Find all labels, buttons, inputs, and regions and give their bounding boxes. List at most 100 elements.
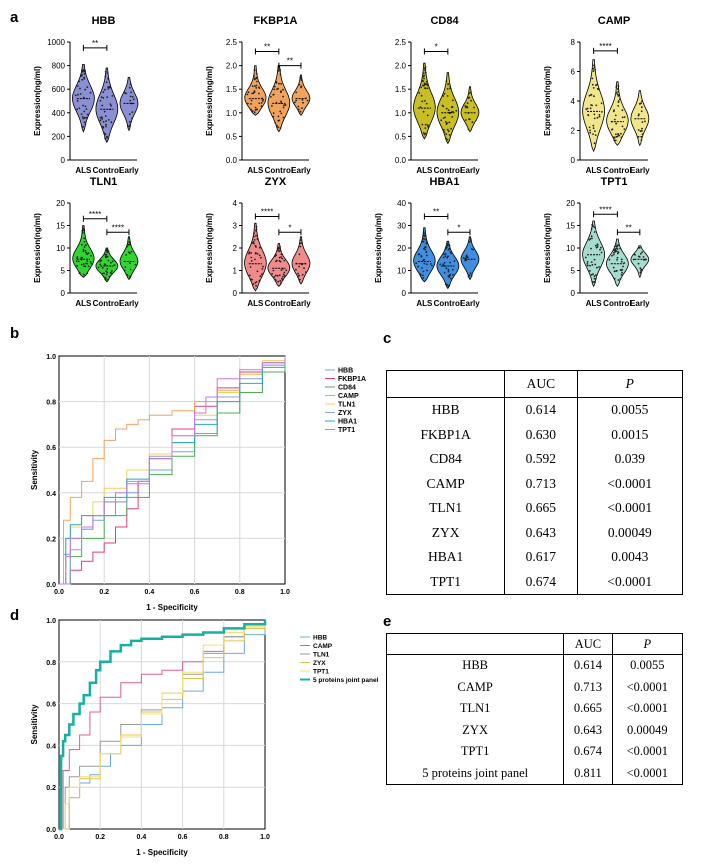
table-row: TPT1 0.674 <0.0001 [387, 741, 683, 763]
y-axis-label: Sensitivity [30, 704, 39, 745]
data-point [82, 248, 85, 251]
data-point [278, 119, 281, 122]
y-tick-label: 1000 [47, 38, 65, 47]
table-cell-name: TPT1 [460, 744, 490, 759]
table-row: CAMP 0.713 <0.0001 [387, 471, 683, 496]
data-point [450, 252, 453, 255]
roc-chart-roc_d: 0.0 0.2 0.4 0.6 0.8 1.0 0.0 0.2 0.4 0.6 0.8 1.0 1 - … [30, 618, 379, 857]
data-point [280, 82, 282, 85]
table-cell-p: <0.0001 [576, 569, 683, 595]
data-point [104, 278, 107, 281]
legend-label: CAMP [338, 393, 359, 400]
data-point [443, 253, 445, 256]
legend-label: FKBP1A [338, 376, 366, 383]
x-tick-label: 0.2 [99, 589, 109, 596]
x-tick-label: ALS [75, 166, 92, 175]
data-point [254, 106, 257, 109]
data-point [123, 269, 126, 272]
data-point [464, 259, 467, 262]
data-point [446, 256, 449, 259]
data-point [620, 260, 623, 263]
data-point [588, 94, 591, 97]
data-point [260, 102, 263, 104]
y-tick-label: 0.0 [46, 582, 56, 589]
data-point [254, 282, 257, 284]
data-point [83, 78, 85, 80]
data-point [465, 119, 467, 121]
data-point [110, 121, 113, 124]
data-point [247, 91, 250, 94]
data-point [590, 228, 593, 230]
data-point [85, 262, 87, 265]
data-point [596, 243, 599, 246]
data-point [644, 120, 646, 123]
x-tick-label: Control [93, 166, 121, 175]
data-point [249, 278, 252, 280]
data-point [426, 269, 428, 272]
data-point [105, 270, 108, 273]
x-tick-label: 0.4 [137, 834, 147, 841]
data-point [614, 139, 617, 142]
data-point [593, 275, 596, 277]
data-point [82, 250, 85, 253]
data-point [600, 251, 603, 254]
data-point [86, 113, 89, 116]
legend-label: TPT1 [338, 427, 355, 434]
data-point [129, 86, 131, 89]
data-point [279, 73, 282, 76]
table-cell-name: TLN1 [429, 500, 463, 516]
data-point [277, 247, 280, 250]
violin-control [436, 240, 460, 289]
x-tick-label: 1.0 [260, 834, 270, 841]
data-point [446, 88, 449, 90]
data-point [446, 244, 449, 247]
data-point [593, 66, 596, 69]
data-point [637, 135, 640, 138]
data-point [445, 137, 447, 140]
data-point [447, 268, 450, 271]
data-point [281, 257, 284, 260]
data-point [77, 93, 79, 96]
data-point [617, 100, 620, 102]
data-point [419, 273, 422, 275]
data-point [103, 110, 106, 113]
data-point [468, 118, 471, 121]
violin-als [244, 65, 267, 116]
data-point [445, 243, 448, 245]
data-point [423, 235, 426, 238]
significance-label: * [457, 223, 460, 232]
data-point [591, 264, 594, 266]
data-point [615, 243, 617, 245]
data-point [298, 274, 300, 277]
data-point [253, 75, 255, 77]
data-point [107, 78, 110, 81]
table-row: ZYX 0.643 0.00049 [387, 719, 683, 741]
data-point [444, 253, 447, 255]
data-point [592, 133, 594, 136]
data-point [283, 104, 285, 107]
data-point [303, 267, 305, 270]
data-point [295, 91, 298, 94]
table-cell-auc: 0.614 [504, 397, 578, 423]
table-cell-auc: 0.665 [563, 698, 613, 720]
data-point [306, 99, 309, 102]
data-point [593, 258, 596, 261]
data-point [455, 109, 458, 112]
data-point [614, 245, 616, 248]
data-point [86, 260, 89, 263]
data-point [467, 275, 470, 278]
x-tick-label: Control [93, 299, 121, 308]
table-header-row: AUC P [386, 370, 683, 398]
data-point [617, 90, 620, 93]
y-tick-label: 2.5 [395, 38, 407, 47]
data-point [426, 254, 428, 257]
data-point [300, 79, 303, 81]
table-cell-p: 0.0043 [576, 545, 683, 570]
data-point [102, 125, 104, 128]
data-point [588, 239, 591, 241]
data-point [423, 74, 426, 77]
data-point [415, 262, 418, 265]
data-point [102, 121, 105, 123]
table-cell-name: TPT1 [386, 569, 505, 595]
data-point [640, 269, 642, 272]
